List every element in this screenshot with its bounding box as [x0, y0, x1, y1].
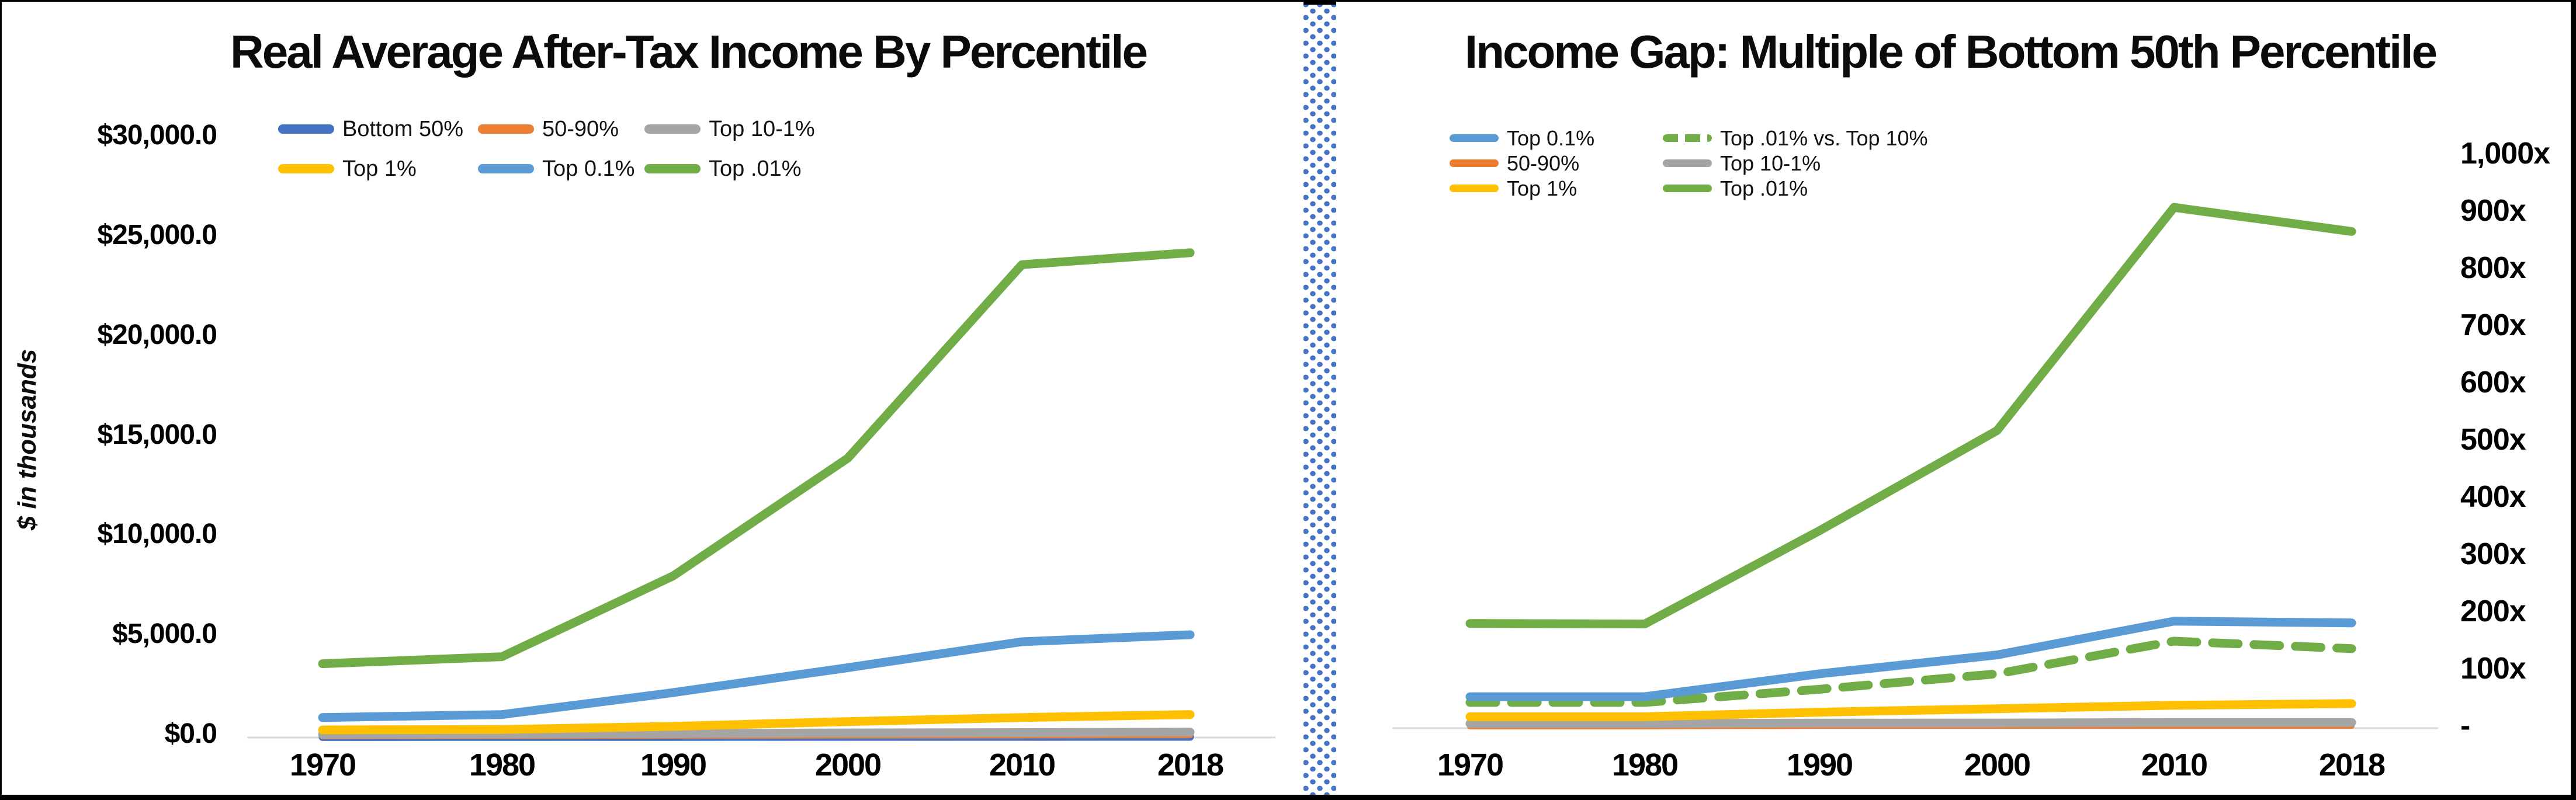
legend-item: Top 0.1%: [1450, 126, 1595, 150]
legend-swatch-line: [278, 124, 334, 134]
y-tick-label: 700x: [2460, 308, 2526, 342]
series-line-top-10-1-: [1465, 718, 2356, 728]
legend-label: 50-90%: [1507, 151, 1580, 175]
legend-swatch-line: [1450, 134, 1499, 142]
x-tick-label: 2010: [2141, 747, 2208, 782]
x-tick-label: 2018: [2318, 747, 2386, 782]
y-tick-label: 600x: [2460, 366, 2526, 399]
x-tick-label: 1980: [469, 747, 536, 782]
y-tick-label: $0.0: [164, 718, 217, 749]
legend-swatch-line: [1450, 159, 1499, 167]
legend-label: Top .01%: [709, 156, 802, 181]
y-tick-label: $5,000.0: [112, 618, 217, 650]
legend-item: Top 1%: [1450, 176, 1578, 200]
y-tick-label: 1,000x: [2460, 137, 2550, 171]
x-tick-label: 1990: [1786, 747, 1853, 782]
legend-item: 50-90%: [478, 116, 619, 141]
legend-item: Top .01%: [1663, 176, 1808, 200]
legend-item: Top .01% vs. Top 10%: [1663, 126, 1928, 150]
y-tick-label: 100x: [2460, 652, 2526, 686]
x-tick-label: 1970: [289, 747, 356, 782]
series-line-top-01-: [1465, 203, 2356, 629]
legend-swatch-dashed-line: [1663, 134, 1712, 142]
series-line-50-90-: [320, 732, 1193, 739]
legend-item: Top 10-1%: [644, 116, 815, 141]
legend-swatch-line: [1450, 185, 1499, 192]
y-tick-label: $20,000.0: [97, 319, 217, 350]
legend-swatch-line: [1663, 159, 1712, 167]
x-tick-label: 1970: [1437, 747, 1504, 782]
series-line-top-0-1-: [318, 630, 1195, 722]
y-tick-label: -: [2460, 709, 2470, 743]
legend-item: Top 0.1%: [478, 156, 635, 181]
chart-divider-top-cap: [1303, 2, 1336, 5]
legend-item: 50-90%: [1450, 151, 1580, 175]
series-line-top-01-vs-top-10-: [1465, 636, 2356, 707]
y-tick-label: $25,000.0: [97, 219, 217, 251]
y-tick-label: 400x: [2460, 480, 2526, 514]
legend-item: Top 10-1%: [1663, 151, 1821, 175]
series-line-top-0-1-: [1465, 617, 2356, 701]
legend-swatch-line: [644, 124, 701, 134]
legend-swatch-line: [278, 164, 334, 173]
chart-title-left: Real Average After-Tax Income By Percent…: [230, 26, 1148, 78]
y-tick-label: $10,000.0: [97, 519, 217, 550]
legend-swatch-line: [1663, 185, 1712, 192]
legend-label: Top 10-1%: [1720, 151, 1821, 175]
legend-swatch-line: [478, 124, 534, 134]
legend-label: Top .01% vs. Top 10%: [1720, 126, 1928, 150]
legend-label: Top 0.1%: [1507, 126, 1595, 150]
legend-label: 50-90%: [542, 116, 619, 141]
legend-item: Top .01%: [644, 156, 802, 181]
y-tick-label: 300x: [2460, 537, 2526, 571]
chart-title-right: Income Gap: Multiple of Bottom 50th Perc…: [1464, 26, 2438, 78]
x-tick-label: 2018: [1157, 747, 1224, 782]
series-line-top-1-: [1465, 699, 2356, 721]
legend-label: Top 0.1%: [542, 156, 635, 181]
legend-item: Top 1%: [278, 156, 417, 181]
y-tick-label: 500x: [2460, 423, 2526, 457]
x-tick-label: 2010: [989, 747, 1056, 782]
y-tick-label: 200x: [2460, 594, 2526, 628]
legend-label: Bottom 50%: [342, 116, 463, 141]
series-line-top-01-: [318, 248, 1195, 669]
legend-item: Bottom 50%: [278, 116, 463, 141]
series-line-top-1-: [318, 710, 1195, 735]
chart-divider: [1303, 2, 1336, 795]
legend-swatch-line: [478, 164, 534, 173]
x-tick-label: 1980: [1611, 747, 1679, 782]
y-tick-label: $30,000.0: [97, 120, 217, 151]
legend-swatch-line: [644, 164, 701, 173]
y-tick-label: $15,000.0: [97, 419, 217, 450]
x-tick-label: 2000: [1964, 747, 2031, 782]
y-tick-label: 800x: [2460, 251, 2526, 285]
x-tick-label: 2000: [814, 747, 882, 782]
x-tick-label: 1990: [640, 747, 707, 782]
legend-label: Top .01%: [1720, 176, 1808, 200]
y-tick-label: 900x: [2460, 194, 2526, 228]
series-line-top-10-1-: [318, 728, 1195, 739]
legend-label: Top 1%: [342, 156, 417, 181]
legend-label: Top 10-1%: [709, 116, 815, 141]
legend-label: Top 1%: [1507, 176, 1578, 200]
